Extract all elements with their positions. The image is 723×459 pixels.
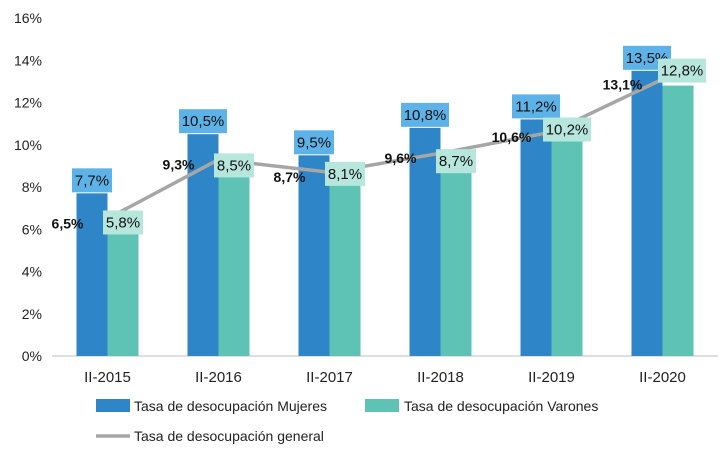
data-label-mujeres: 10,5% <box>182 113 225 130</box>
y-tick-label: 12% <box>14 95 42 111</box>
data-label-varones: 8,7% <box>439 153 473 170</box>
legend-swatch-varones <box>365 399 399 412</box>
data-label-varones: 8,1% <box>328 166 362 183</box>
legend: Tasa de desocupación Mujeres Tasa de deso… <box>96 398 598 444</box>
bar-varones <box>662 85 694 356</box>
bar-mujeres <box>631 70 663 356</box>
data-label-varones-box <box>103 210 143 235</box>
data-label-varones: 12,8% <box>661 63 704 80</box>
y-tick-label: 0% <box>22 348 42 364</box>
bar-varones <box>440 172 472 356</box>
y-tick-label: 14% <box>14 52 42 68</box>
x-category-label: II-2020 <box>639 369 686 386</box>
y-tick-label: 2% <box>22 306 42 322</box>
bar-mujeres <box>520 119 552 357</box>
axis-layer: 0% 2% 4% 6% 8% 10% 12% 14% 16% II-2015 II-2016 II-2… <box>14 10 718 386</box>
data-label-mujeres-box <box>401 102 449 127</box>
x-category-label: II-2018 <box>417 369 464 386</box>
data-label-general: 9,6% <box>385 150 417 166</box>
bar-layer <box>76 70 694 357</box>
data-label-varones-box <box>325 161 365 186</box>
legend-label-varones: Tasa de desocupación Varones <box>404 398 598 414</box>
data-label-mujeres-box <box>72 168 112 193</box>
data-label-layer: 7,7% 10,5% 9,5% 10,8% 11,2% 13,5% 5,8% 8,5% 8,1%… <box>52 45 706 235</box>
data-label-general: 13,1% <box>603 76 643 92</box>
data-label-mujeres: 11,2% <box>515 98 556 115</box>
data-label-varones-box <box>214 153 254 178</box>
data-label-mujeres: 7,7% <box>75 172 109 189</box>
legend-label-general: Tasa de desocupación general <box>134 428 324 444</box>
data-label-mujeres-box <box>294 130 334 155</box>
bar-mujeres <box>409 127 441 356</box>
bar-varones <box>107 233 139 356</box>
x-category-label: II-2016 <box>195 369 242 386</box>
y-tick-label: 16% <box>14 10 42 26</box>
x-category-label: II-2017 <box>306 369 353 386</box>
data-label-varones-box <box>658 58 706 83</box>
legend-label-mujeres: Tasa de desocupación Mujeres <box>134 398 327 414</box>
data-label-mujeres: 9,5% <box>297 134 331 151</box>
data-label-varones: 10,2% <box>546 122 589 139</box>
data-label-varones-box <box>436 149 476 174</box>
y-tick-label: 8% <box>22 179 42 195</box>
bar-mujeres <box>187 134 219 356</box>
bar-mujeres <box>298 155 330 356</box>
data-label-general: 6,5% <box>52 216 84 232</box>
data-label-varones: 5,8% <box>106 214 140 231</box>
data-label-general: 10,6% <box>492 129 532 145</box>
x-category-label: II-2015 <box>84 369 131 386</box>
bar-varones <box>551 140 583 356</box>
data-label-mujeres: 13,5% <box>626 50 669 67</box>
data-label-general: 9,3% <box>163 157 195 173</box>
x-category-label: II-2019 <box>528 369 575 386</box>
legend-swatch-mujeres <box>96 399 130 412</box>
bar-varones <box>329 184 361 356</box>
data-label-varones-box <box>543 117 591 142</box>
y-tick-label: 4% <box>22 264 42 280</box>
data-label-mujeres: 10,8% <box>404 107 447 124</box>
bar-mujeres <box>76 193 108 356</box>
data-label-varones: 8,5% <box>217 157 251 174</box>
data-label-general: 8,7% <box>274 169 306 185</box>
bar-varones <box>218 176 250 356</box>
data-label-mujeres-box <box>512 94 560 119</box>
data-label-mujeres-box <box>179 109 227 134</box>
y-tick-label: 10% <box>14 137 42 153</box>
y-tick-label: 6% <box>22 221 42 237</box>
